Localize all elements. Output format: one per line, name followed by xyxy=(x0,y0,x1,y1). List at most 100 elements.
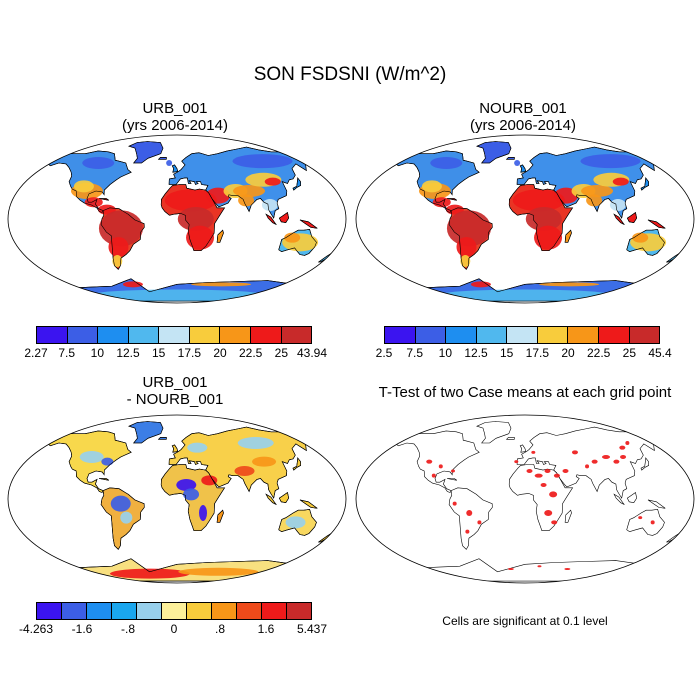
region-positive xyxy=(109,568,190,579)
coastline-greenland xyxy=(128,421,164,444)
significant-cell xyxy=(625,441,630,445)
region-negative xyxy=(187,442,208,453)
coastline-newguinea xyxy=(299,219,318,229)
map-background xyxy=(356,415,694,583)
significant-cell xyxy=(537,565,542,568)
region-warm xyxy=(539,282,600,287)
coastline-iceland xyxy=(157,437,167,440)
colorbar-urb-tick-label: 25 xyxy=(274,346,289,360)
coastline-cuba xyxy=(98,198,109,201)
significant-cell xyxy=(591,459,598,464)
region-warm xyxy=(421,180,442,193)
colorbar-diff-tick-label: -4.263 xyxy=(18,622,54,636)
colorbar-diff-tick-label: 1.6 xyxy=(257,622,275,636)
coastline-newguinea xyxy=(647,219,666,229)
region-positive xyxy=(234,466,255,476)
colorbar-diff-swatch xyxy=(262,603,287,619)
colorbar-diff-swatch xyxy=(237,603,262,619)
colorbar-urb-tick-label: 2.27 xyxy=(24,346,48,360)
map-urb xyxy=(7,134,347,304)
colorbar-nourb-swatch xyxy=(598,327,630,343)
coastline-borneo xyxy=(278,491,290,504)
region-negative xyxy=(176,479,197,491)
coastline-madagascar xyxy=(216,229,224,243)
region-negative xyxy=(237,437,274,449)
region-hot xyxy=(470,281,491,288)
region-hot xyxy=(164,189,217,212)
coastline-newguinea xyxy=(299,499,318,509)
significant-cell xyxy=(562,469,569,473)
coastline-eurasia xyxy=(516,146,661,219)
colorbar-diff-swatch xyxy=(212,603,237,619)
region-hot xyxy=(525,207,562,231)
coastline-africa xyxy=(160,464,226,531)
region-warm xyxy=(73,180,94,193)
figure-title: SON FSDSNI (W/m^2) xyxy=(253,64,447,85)
coastline-greenland xyxy=(128,141,164,164)
colorbar-diff-tick-label: -.8 xyxy=(120,622,136,636)
significant-cell xyxy=(602,455,611,459)
significant-cell xyxy=(638,516,643,520)
region-warm xyxy=(632,232,649,243)
significant-cell xyxy=(619,445,626,450)
coastline-eurasia xyxy=(168,146,313,219)
region-cool xyxy=(580,154,641,169)
coastline-namerica xyxy=(46,430,132,493)
region-mild xyxy=(609,199,626,211)
coastline-eurasia xyxy=(168,426,313,499)
landmass-namerica xyxy=(394,430,480,493)
colorbar-urb-tick-label: 43.94 xyxy=(296,346,328,360)
coastline-iceland xyxy=(505,157,515,160)
landmass-indonesia xyxy=(613,493,625,505)
colorbar-diff-tick-label: 0 xyxy=(170,622,178,636)
region-cool xyxy=(430,157,463,169)
region-hot xyxy=(612,177,629,186)
colorbar-diff-swatch xyxy=(62,603,87,619)
colorbar-nourb-tick-label: 15 xyxy=(499,346,514,360)
region-positive xyxy=(201,475,218,486)
colorbar-diff-swatch xyxy=(87,603,112,619)
landmass-africa xyxy=(508,464,574,531)
colorbar-urb-swatch xyxy=(98,327,129,343)
map-ttest xyxy=(355,414,695,584)
region-warm xyxy=(284,232,301,243)
region-warm xyxy=(586,194,603,207)
coastline-indonesia xyxy=(613,213,625,225)
region-hot xyxy=(512,189,565,212)
significant-cell xyxy=(477,520,482,525)
colorbar-nourb-tick-label: 7.5 xyxy=(406,346,423,360)
map-border xyxy=(7,134,347,304)
coastline-australia xyxy=(278,508,317,536)
colorbar-urb-swatch xyxy=(281,327,312,343)
region-negative xyxy=(110,495,131,512)
colorbar-nourb-swatch xyxy=(446,327,477,343)
colorbar-nourb-tick-label: 17.5 xyxy=(525,346,550,360)
colorbar-urb-tick-label: 22.5 xyxy=(238,346,263,360)
landmass-japan xyxy=(640,457,650,471)
region-warm xyxy=(460,255,471,267)
region-warm xyxy=(112,255,123,267)
colorbar-labels-nourb: 2.5 7.5 10 12.5 15 17.5 20 22.5 25 45.4 xyxy=(376,346,672,362)
map-border xyxy=(355,134,695,304)
coastline-madagascar xyxy=(216,509,224,523)
coastline-africa xyxy=(508,184,574,251)
coastline-australia xyxy=(278,228,317,256)
colorbar-nourb-tick-label: 10 xyxy=(438,346,453,360)
coastline-japan xyxy=(640,177,650,191)
significant-cell xyxy=(544,469,551,473)
region-hot xyxy=(264,177,281,186)
significant-cell xyxy=(585,464,590,469)
colorbar-urb xyxy=(36,326,312,344)
colorbar-diff-tick-label: .8 xyxy=(214,622,226,636)
coastline-borneo xyxy=(626,211,638,224)
coastline-australia xyxy=(626,228,665,256)
colorbar-urb-swatch xyxy=(250,327,282,343)
region-cool xyxy=(166,160,173,166)
region-negative xyxy=(199,505,208,521)
colorbar-urb-tick-label: 7.5 xyxy=(58,346,75,360)
landmass-newguinea xyxy=(647,499,666,509)
region-hot xyxy=(98,210,143,247)
colorbar-urb-tick-label: 15 xyxy=(151,346,166,360)
significant-cell xyxy=(452,501,457,506)
landmass-cuba xyxy=(446,478,457,481)
